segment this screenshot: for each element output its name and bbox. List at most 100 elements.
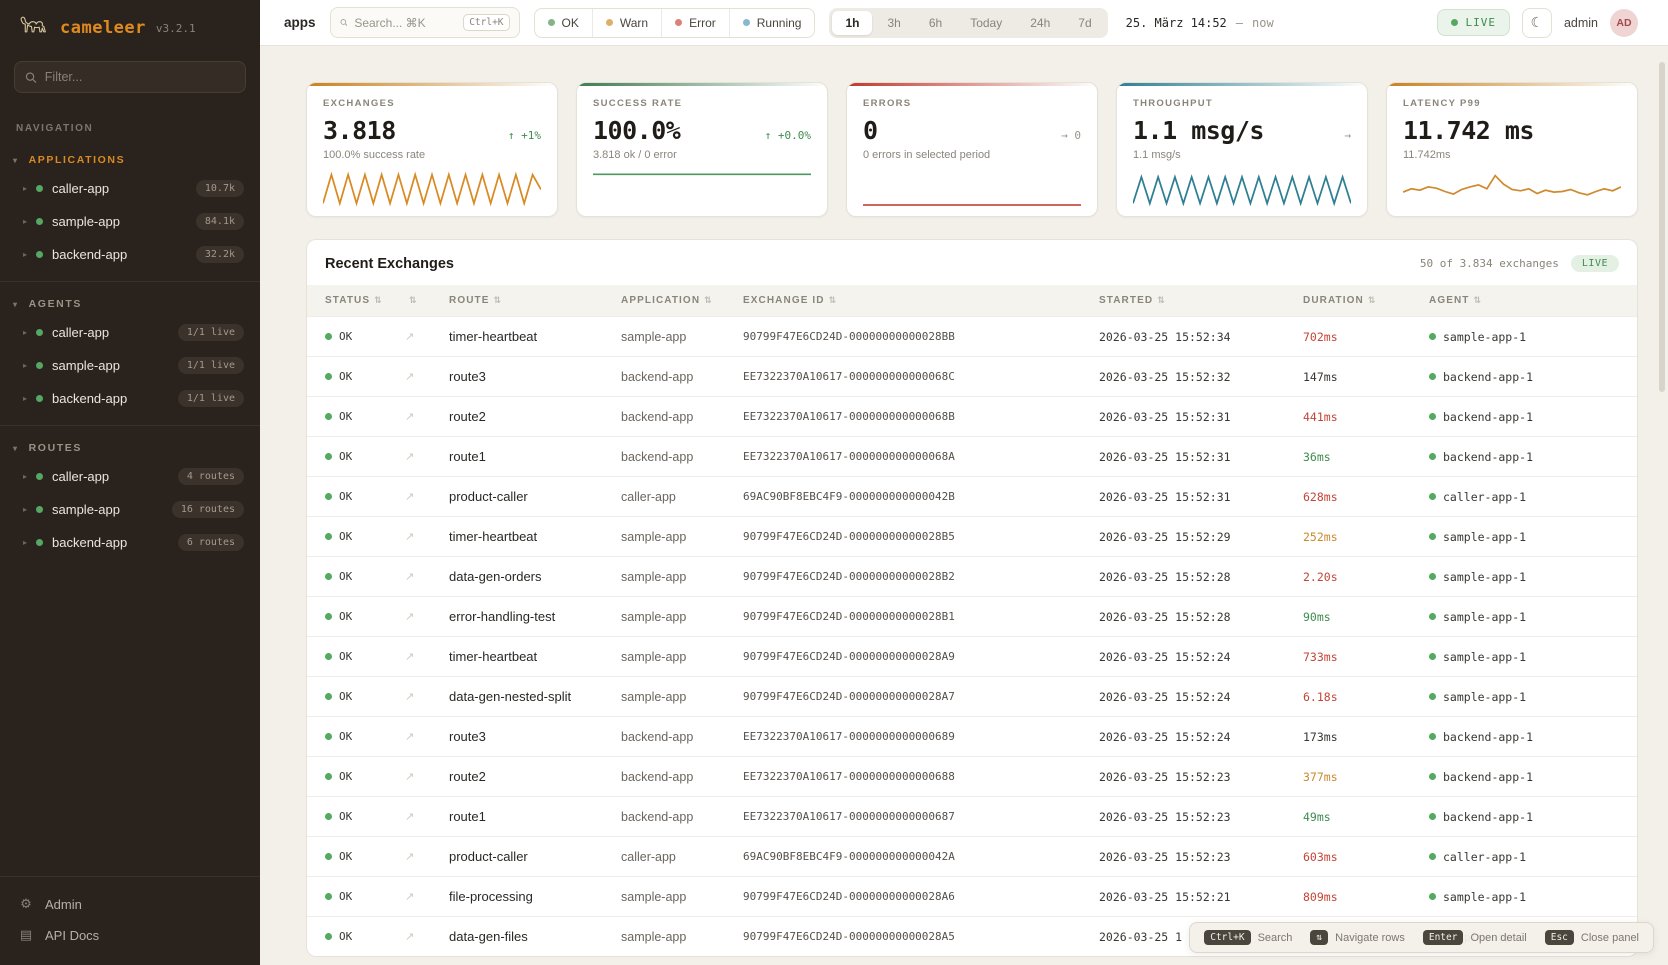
open-exchange-icon[interactable]: ↗: [405, 610, 415, 623]
sparkline-chart: [593, 170, 811, 208]
column-header-link[interactable]: ⇅: [395, 285, 439, 317]
sidebar-item-sample-app[interactable]: ▸ sample-app 1/1 live: [0, 349, 260, 382]
exchange-id-cell: 69AC90BF8EBC4F9-000000000000042A: [733, 836, 1089, 877]
stat-card-exchanges: EXCHANGES 3.818 ↑ +1% 100.0% success rat…: [306, 82, 558, 217]
table-row[interactable]: OK ↗ route2 backend-app EE7322370A10617-…: [307, 396, 1637, 437]
column-header-duration[interactable]: DURATION ⇅: [1293, 285, 1419, 317]
exchanges-table: STATUS ⇅ ⇅ ROUTE ⇅ APPLICATION ⇅ EXCHANGE I…: [307, 285, 1637, 956]
column-header-status[interactable]: STATUS ⇅: [307, 285, 395, 317]
scrollbar-thumb[interactable]: [1659, 62, 1665, 392]
sidebar-item-caller-app[interactable]: ▸ caller-app 4 routes: [0, 460, 260, 493]
open-exchange-icon[interactable]: ↗: [405, 650, 415, 663]
open-exchange-icon[interactable]: ↗: [405, 410, 415, 423]
table-row[interactable]: OK ↗ product-caller caller-app 69AC90BF8…: [307, 836, 1637, 877]
agent-live-dot-icon: [1429, 413, 1436, 420]
open-exchange-icon[interactable]: ↗: [405, 690, 415, 703]
table-row[interactable]: OK ↗ route1 backend-app EE7322370A10617-…: [307, 796, 1637, 837]
sidebar-footer-api-docs[interactable]: ▤ API Docs: [0, 920, 260, 951]
started-cell: 2026-03-25 15:52:29: [1089, 516, 1293, 557]
theme-toggle-button[interactable]: ☾: [1521, 7, 1552, 38]
card-title: LATENCY P99: [1403, 98, 1481, 109]
sidebar-item-sample-app[interactable]: ▸ sample-app 84.1k: [0, 205, 260, 238]
duration-cell: 173ms: [1293, 716, 1419, 757]
status-filter-warn[interactable]: Warn: [593, 8, 663, 37]
global-search[interactable]: Ctrl+K: [329, 7, 520, 38]
table-row[interactable]: OK ↗ product-caller caller-app 69AC90BF8…: [307, 476, 1637, 517]
route-cell: file-processing: [439, 876, 611, 917]
agent-live-dot-icon: [1429, 853, 1436, 860]
sidebar-item-sample-app[interactable]: ▸ sample-app 16 routes: [0, 493, 260, 526]
section-label: APPLICATIONS: [28, 154, 126, 166]
sidebar-section-routes[interactable]: ▾ ROUTES: [0, 434, 260, 460]
time-range-1h[interactable]: 1h: [832, 10, 873, 35]
open-exchange-icon[interactable]: ↗: [405, 450, 415, 463]
global-search-input[interactable]: [354, 15, 457, 30]
sidebar-item-backend-app[interactable]: ▸ backend-app 32.2k: [0, 238, 260, 271]
open-exchange-icon[interactable]: ↗: [405, 570, 415, 583]
sidebar-item-label: caller-app: [52, 469, 110, 484]
table-row[interactable]: OK ↗ route1 backend-app EE7322370A10617-…: [307, 436, 1637, 477]
column-header-started[interactable]: STARTED ⇅: [1089, 285, 1293, 317]
date-range[interactable]: 25. März 14:52 — now: [1126, 16, 1274, 30]
sidebar-item-backend-app[interactable]: ▸ backend-app 1/1 live: [0, 382, 260, 415]
open-exchange-icon[interactable]: ↗: [405, 370, 415, 383]
time-range-today[interactable]: Today: [970, 15, 1003, 30]
table-row[interactable]: OK ↗ error-handling-test sample-app 9079…: [307, 596, 1637, 637]
application-cell: backend-app: [611, 356, 733, 397]
time-range-3h[interactable]: 3h: [887, 15, 901, 30]
sidebar-footer-admin[interactable]: ⚙ Admin: [0, 889, 260, 920]
table-row[interactable]: OK ↗ data-gen-orders sample-app 90799F47…: [307, 556, 1637, 597]
table-row[interactable]: OK ↗ timer-heartbeat sample-app 90799F47…: [307, 316, 1637, 357]
sidebar-item-backend-app[interactable]: ▸ backend-app 6 routes: [0, 526, 260, 559]
sidebar-item-caller-app[interactable]: ▸ caller-app 10.7k: [0, 172, 260, 205]
table-row[interactable]: OK ↗ file-processing sample-app 90799F47…: [307, 876, 1637, 917]
table-row[interactable]: OK ↗ timer-heartbeat sample-app 90799F47…: [307, 636, 1637, 677]
sidebar-section-applications[interactable]: ▾ APPLICATIONS: [0, 146, 260, 172]
open-exchange-icon[interactable]: ↗: [405, 850, 415, 863]
avatar[interactable]: AD: [1610, 8, 1638, 37]
docs-icon: ▤: [19, 928, 33, 943]
table-row[interactable]: OK ↗ route2 backend-app EE7322370A10617-…: [307, 756, 1637, 797]
open-exchange-icon[interactable]: ↗: [405, 730, 415, 743]
sidebar-section-agents[interactable]: ▾ AGENTS: [0, 290, 260, 316]
open-exchange-icon[interactable]: ↗: [405, 770, 415, 783]
route-cell: route2: [439, 396, 611, 437]
time-range-24h[interactable]: 24h: [1030, 15, 1051, 30]
table-row[interactable]: OK ↗ route3 backend-app EE7322370A10617-…: [307, 356, 1637, 397]
open-exchange-icon[interactable]: ↗: [405, 490, 415, 503]
table-row[interactable]: OK ↗ route3 backend-app EE7322370A10617-…: [307, 716, 1637, 757]
status-filter-running[interactable]: Running: [730, 9, 815, 37]
application-cell: sample-app: [611, 316, 733, 357]
sidebar-filter-input[interactable]: [44, 70, 235, 84]
time-range-6h[interactable]: 6h: [928, 15, 943, 30]
started-cell: 2026-03-25 15:52:34: [1089, 316, 1293, 357]
status-filter-ok[interactable]: OK: [535, 8, 593, 37]
duration-cell: 36ms: [1293, 436, 1419, 477]
open-exchange-icon[interactable]: ↗: [405, 890, 415, 903]
column-header-agent[interactable]: AGENT ⇅: [1419, 285, 1637, 317]
date-range-end: now: [1252, 15, 1274, 30]
status-filter-error[interactable]: Error: [662, 8, 730, 37]
card-accent-bar: [307, 83, 557, 86]
live-toggle-button[interactable]: LIVE: [1437, 9, 1510, 36]
column-header-route[interactable]: ROUTE ⇅: [439, 285, 611, 317]
open-exchange-icon[interactable]: ↗: [405, 930, 415, 943]
table-row[interactable]: OK ↗ data-gen-nested-split sample-app 90…: [307, 676, 1637, 717]
table-row[interactable]: OK ↗ timer-heartbeat sample-app 90799F47…: [307, 516, 1637, 557]
open-exchange-icon[interactable]: ↗: [405, 530, 415, 543]
column-header-exchange-id[interactable]: EXCHANGE ID ⇅: [733, 285, 1089, 317]
started-cell: 2026-03-25 15:52:24: [1089, 716, 1293, 757]
card-accent-bar: [1117, 83, 1367, 86]
open-exchange-icon[interactable]: ↗: [405, 330, 415, 343]
live-dot-icon: [1451, 19, 1459, 26]
column-header-application[interactable]: APPLICATION ⇅: [611, 285, 733, 317]
open-exchange-icon[interactable]: ↗: [405, 810, 415, 823]
sidebar-item-caller-app[interactable]: ▸ caller-app 1/1 live: [0, 316, 260, 349]
route-cell: product-caller: [439, 836, 611, 877]
duration-cell: 702ms: [1293, 316, 1419, 357]
time-range-7d[interactable]: 7d: [1078, 15, 1092, 30]
sidebar-filter[interactable]: [14, 61, 246, 93]
footer-item-label: API Docs: [45, 928, 100, 943]
route-cell: data-gen-files: [439, 916, 611, 956]
